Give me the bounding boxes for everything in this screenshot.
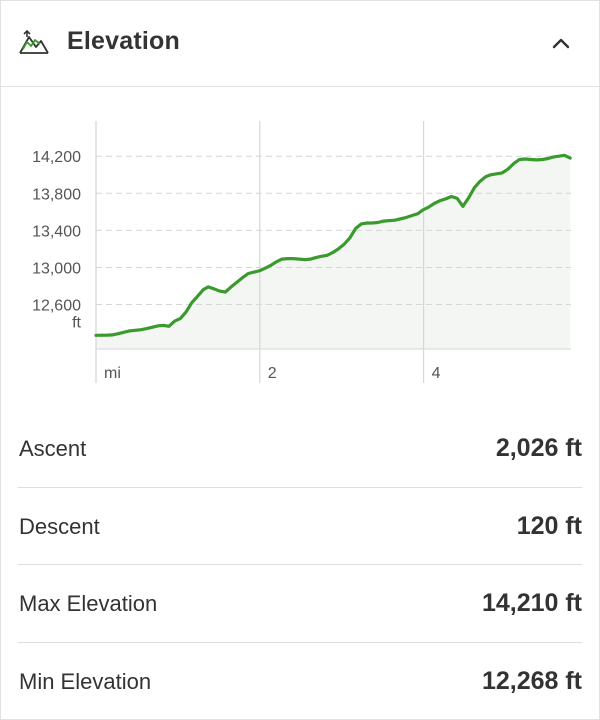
elevation-chart[interactable]: ft 12,600 13,000 13,400 13,800 14,200 mi 2 4 xyxy=(1,101,600,401)
x-tick-label: 2 xyxy=(268,365,277,382)
x-tick-label: mi xyxy=(104,365,121,382)
stat-value: 2,026 ft xyxy=(495,434,582,462)
mountain-elevation-icon xyxy=(18,29,50,57)
stat-row-min-elevation: Min Elevation 12,268 ft xyxy=(18,643,582,720)
section-title: Elevation xyxy=(67,27,180,55)
stat-row-max-elevation: Max Elevation 14,210 ft xyxy=(18,565,582,643)
elevation-header[interactable]: Elevation xyxy=(1,1,599,87)
elevation-line xyxy=(94,153,572,337)
stat-value: 14,210 ft xyxy=(481,589,582,617)
stat-row-ascent: Ascent 2,026 ft xyxy=(18,410,582,488)
y-tick-label: ft xyxy=(72,315,81,332)
stat-label: Min Elevation xyxy=(19,668,152,694)
stat-value: 12,268 ft xyxy=(481,666,582,695)
y-tick-label: 14,200 xyxy=(32,149,81,166)
stat-label: Max Elevation xyxy=(19,591,158,616)
y-tick-label: 13,800 xyxy=(32,186,81,203)
elevation-area xyxy=(96,155,571,349)
y-tick-label: 13,400 xyxy=(32,223,81,240)
stat-label: Descent xyxy=(19,513,100,539)
collapse-button[interactable] xyxy=(545,27,577,59)
stat-value: 120 ft xyxy=(516,511,582,540)
chevron-up-icon xyxy=(552,38,570,49)
y-tick-label: 13,000 xyxy=(32,260,81,277)
stat-row-descent: Descent 120 ft xyxy=(18,488,582,565)
elevation-stats: Ascent 2,026 ft Descent 120 ft Max Elevation… xyxy=(1,410,599,720)
stat-label: Ascent xyxy=(19,436,87,461)
x-tick-label: 4 xyxy=(432,365,441,382)
y-tick-label: 12,600 xyxy=(32,298,81,315)
